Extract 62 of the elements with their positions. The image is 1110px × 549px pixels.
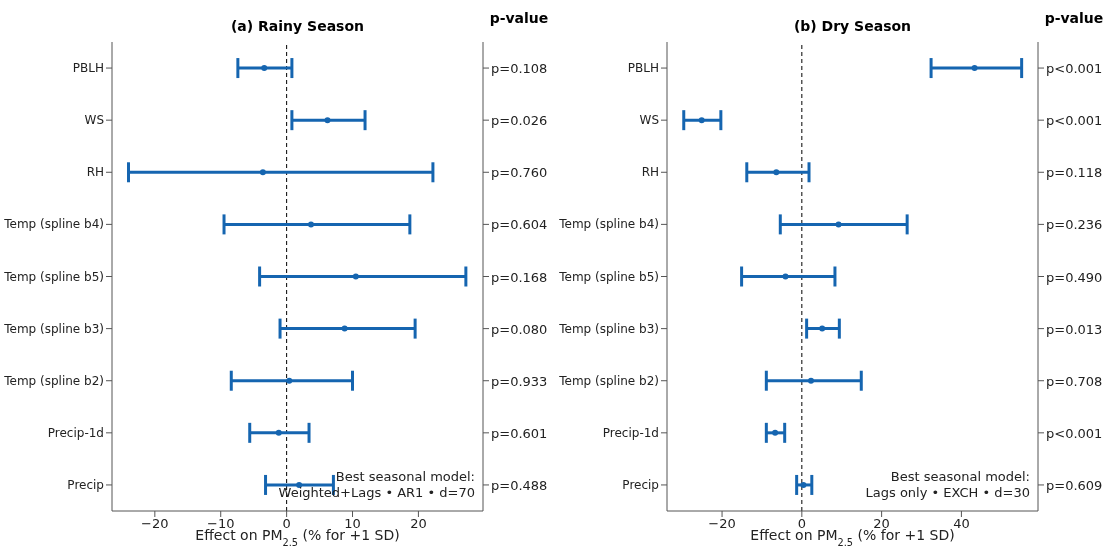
point: [782, 273, 789, 280]
y-tick-label: Temp (spline b3): [3, 321, 104, 336]
point: [261, 65, 268, 72]
x-tick-label: −20: [708, 516, 736, 532]
y2-tick-label: p<0.001: [1046, 61, 1103, 77]
y2-tick-label: p=0.488: [491, 477, 548, 493]
point: [286, 377, 293, 384]
annotation: Best seasonal model: Lags only • EXCH • d=30: [865, 469, 1030, 501]
y2-tick-label: p=0.080: [491, 321, 548, 337]
y-tick-label: RH: [641, 165, 659, 180]
y-tick-label: Precip-1d: [602, 425, 659, 440]
y2-tick-label: p=0.708: [1046, 373, 1103, 389]
y2-tick-label: p<0.001: [1046, 425, 1103, 441]
y2-tick-label: p=0.013: [1046, 321, 1103, 337]
y2-tick-label: p=0.118: [1046, 165, 1103, 181]
point: [698, 117, 705, 124]
y-tick-label: Precip: [622, 477, 659, 492]
y2-tick-label: p=0.026: [491, 113, 548, 129]
chart-title: (a) Rainy Season: [229, 18, 366, 34]
point: [819, 325, 826, 332]
point: [772, 429, 779, 436]
point: [773, 169, 780, 176]
point: [835, 221, 842, 228]
y-tick-label: RH: [86, 165, 104, 180]
y2-axis-title: p-value: [488, 10, 550, 26]
y2-tick-label: p=0.490: [1046, 269, 1103, 285]
y2-tick-label: p=0.168: [491, 269, 548, 285]
y-tick-label: Temp (spline b2): [3, 373, 104, 388]
point: [352, 273, 359, 280]
y-tick-label: Temp (spline b3): [558, 321, 659, 336]
y-tick-label: WS: [84, 113, 104, 128]
y2-tick-label: p<0.001: [1046, 113, 1103, 129]
y2-axis-title: p-value: [1043, 10, 1105, 26]
point: [324, 117, 331, 124]
y-tick-label: PBLH: [72, 61, 104, 76]
y-tick-label: WS: [639, 113, 659, 128]
y-tick-label: Temp (spline b4): [3, 217, 104, 232]
chart-title: (b) Dry Season: [792, 18, 913, 34]
y-tick-label: Precip-1d: [47, 425, 104, 440]
y-tick-label: Precip: [67, 477, 104, 492]
point: [275, 429, 282, 436]
point: [800, 481, 807, 488]
y2-tick-label: p=0.604: [491, 217, 548, 233]
y-tick-label: Temp (spline b4): [558, 217, 659, 232]
y2-tick-label: p=0.236: [1046, 217, 1103, 233]
point: [259, 169, 266, 176]
y2-tick-label: p=0.108: [491, 61, 548, 77]
x-tick-label: 20: [410, 516, 427, 532]
y-tick-label: Temp (spline b5): [3, 269, 104, 284]
point: [341, 325, 348, 332]
point: [308, 221, 315, 228]
y2-tick-label: p=0.609: [1046, 477, 1103, 493]
point: [971, 65, 978, 72]
x-tick-label: −20: [141, 516, 169, 532]
y-tick-label: PBLH: [627, 61, 659, 76]
y-tick-label: Temp (spline b2): [558, 373, 659, 388]
y2-tick-label: p=0.933: [491, 373, 548, 389]
y-tick-label: Temp (spline b5): [558, 269, 659, 284]
y2-tick-label: p=0.601: [491, 425, 548, 441]
point: [808, 377, 815, 384]
y2-tick-label: p=0.760: [491, 165, 548, 181]
x-tick-label: 40: [953, 516, 970, 532]
